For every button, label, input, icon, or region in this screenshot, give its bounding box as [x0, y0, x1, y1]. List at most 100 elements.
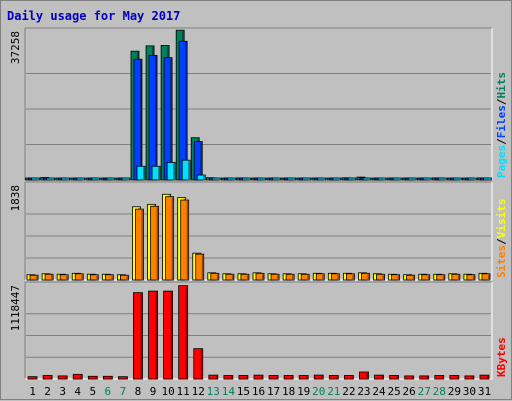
- bar-sites-day-29: [451, 273, 461, 281]
- svg-text:KBytes: KBytes: [495, 337, 508, 377]
- bar-shade: [293, 179, 296, 180]
- legend-files: Files: [495, 105, 508, 138]
- bar-shade: [261, 376, 263, 379]
- bar-pages-day-25: [392, 177, 402, 181]
- legend-kbytes: KBytes: [495, 337, 508, 377]
- day-label-18: 18: [282, 385, 295, 398]
- legend-sites: Sites: [495, 245, 508, 278]
- y-max-label: 1118447: [9, 285, 22, 331]
- bar-pages-day-28: [437, 177, 447, 181]
- bar-shade: [456, 376, 459, 379]
- bar-kbytes-day-4: [72, 373, 83, 380]
- bar-shade: [230, 376, 233, 379]
- y-max-label: 1838: [9, 185, 22, 212]
- bar-pages-day-19: [302, 177, 312, 181]
- day-label-14: 14: [222, 385, 236, 398]
- bar-shade: [321, 376, 323, 379]
- bar-shade: [67, 179, 70, 180]
- bar-shade: [368, 179, 371, 180]
- bar-shade: [95, 377, 97, 379]
- legend-kbytes: KBytes: [495, 337, 508, 377]
- bar-kbytes-day-14: [223, 375, 234, 380]
- bar-shade: [233, 179, 235, 180]
- bar-kbytes-day-8: [133, 292, 143, 380]
- bar-pages-day-14: [226, 177, 236, 181]
- bar-shade: [291, 376, 293, 379]
- bar-shade: [381, 376, 384, 379]
- bar-kbytes-day-10: [163, 290, 174, 380]
- bar-shade: [155, 56, 157, 180]
- bar-shade: [382, 275, 385, 280]
- bar-sites-day-18: [285, 273, 295, 281]
- bar-shade: [444, 179, 446, 180]
- bar-shade: [427, 275, 430, 280]
- bar-sites-day-7: [120, 274, 129, 281]
- bar-shade: [170, 292, 173, 379]
- bar-shade: [80, 375, 82, 379]
- day-label-22: 22: [342, 385, 355, 398]
- day-label-27: 27: [418, 385, 431, 398]
- bar-kbytes-day-3: [57, 375, 68, 380]
- bar-shade: [52, 179, 55, 180]
- day-label-24: 24: [372, 385, 386, 398]
- bar-pages-day-22: [347, 177, 357, 181]
- bar-shade: [231, 275, 234, 280]
- bar-shade: [367, 274, 369, 280]
- bar-sites-day-15: [240, 273, 250, 281]
- bar-pages-day-24: [377, 177, 387, 181]
- bar-shade: [471, 376, 474, 379]
- bar-shade: [125, 377, 127, 379]
- bar-kbytes-day-28: [434, 375, 445, 380]
- bar-sites-day-12: [195, 253, 205, 281]
- legend-separator: /: [495, 98, 508, 105]
- bar-shade: [411, 376, 414, 379]
- bar-kbytes-day-27: [419, 375, 430, 380]
- bar-kbytes-day-23: [359, 371, 369, 380]
- day-label-10: 10: [161, 385, 174, 398]
- bar-kbytes-day-16: [253, 374, 264, 380]
- bar-pages-day-15: [242, 177, 251, 181]
- bar-shade: [276, 376, 278, 379]
- bar-shade: [82, 179, 85, 180]
- bar-shade: [96, 275, 98, 280]
- bar-shade: [203, 176, 205, 180]
- bar-pages-day-9: [151, 165, 161, 181]
- bar-shade: [489, 179, 491, 180]
- bar-shade: [185, 286, 188, 379]
- day-label-1: 1: [29, 385, 36, 398]
- bar-sites-day-19: [300, 273, 310, 281]
- bar-sites-day-16: [255, 272, 265, 281]
- bar-sites-day-1: [29, 274, 39, 281]
- bar-pages-day-23: [362, 177, 372, 181]
- bar-shade: [126, 276, 128, 280]
- bar-shade: [277, 275, 279, 280]
- bar-sites-day-14: [225, 273, 235, 281]
- bar-shade: [97, 179, 100, 180]
- bar-kbytes-day-31: [479, 374, 490, 380]
- bar-sites-day-11: [180, 199, 190, 281]
- bar-pages-day-31: [483, 177, 492, 181]
- bar-shade: [397, 275, 400, 280]
- day-label-16: 16: [252, 385, 265, 398]
- svg-text:Pages/Files/Hits: Pages/Files/Hits: [495, 72, 508, 178]
- bar-kbytes-day-1: [27, 376, 38, 380]
- bar-shade: [262, 274, 264, 280]
- bar-pages-day-1: [31, 177, 40, 181]
- day-label-23: 23: [357, 385, 370, 398]
- day-label-28: 28: [433, 385, 446, 398]
- bar-shade: [306, 376, 308, 379]
- bar-shade: [200, 142, 202, 180]
- bar-pages-day-2: [46, 177, 55, 181]
- bar-shade: [323, 179, 326, 180]
- bar-pages-day-7: [121, 177, 131, 181]
- bar-sites-day-3: [59, 274, 69, 281]
- bar-sites-day-17: [270, 273, 280, 281]
- bar-kbytes-day-9: [148, 290, 158, 380]
- bar-shade: [352, 274, 354, 280]
- bar-shade: [429, 179, 431, 180]
- bar-shade: [307, 275, 309, 280]
- day-label-4: 4: [74, 385, 81, 398]
- bar-shade: [248, 179, 250, 180]
- bar-pages-day-26: [407, 177, 417, 181]
